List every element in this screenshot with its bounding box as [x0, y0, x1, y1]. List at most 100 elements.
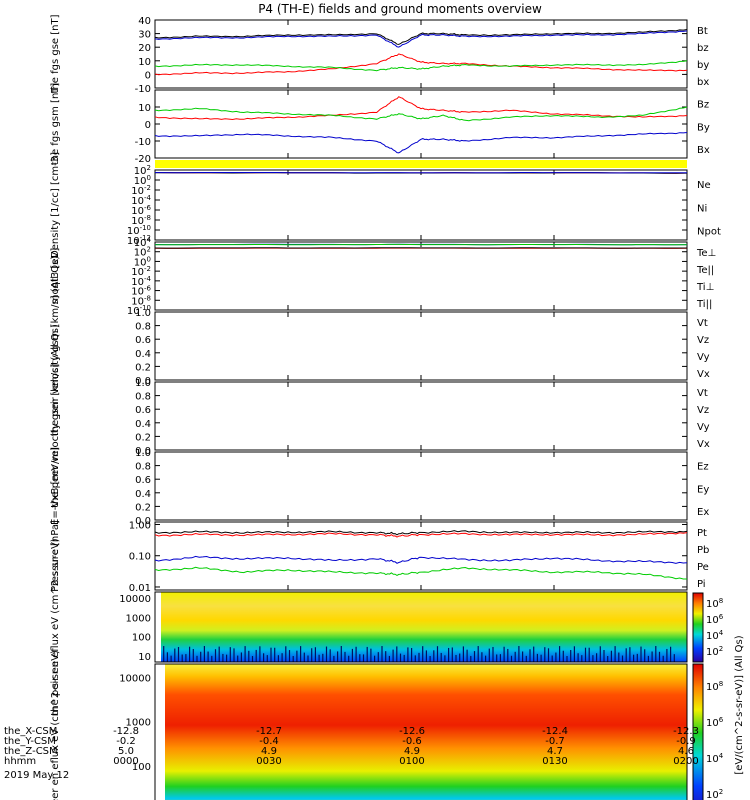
y-tick-label: 0.2 [135, 362, 151, 373]
y-tick-label: 0.6 [135, 475, 151, 486]
legend-ey: Ey [697, 484, 709, 495]
panel-frame [154, 169, 688, 241]
y-tick-label: 0.8 [135, 462, 151, 473]
y-tick-label: 10-2 [131, 184, 151, 197]
y-tick-label: 1.0 [135, 378, 151, 389]
y-tick-label: 10-10 [127, 224, 151, 237]
footer-value: -12.3 [673, 726, 699, 737]
footer-row-label: hhmm [4, 756, 36, 767]
colorbar-tick-label: 108 [706, 597, 723, 610]
footer-value: 0030 [256, 756, 281, 767]
y-tick-label: 0.8 [135, 392, 151, 403]
footer-value: 0130 [542, 756, 567, 767]
y-tick-label: 102 [134, 164, 151, 177]
legend-bz: Bz [697, 100, 709, 111]
panel-frame [154, 89, 688, 159]
colorbar-bottom [692, 663, 704, 800]
colorbar-tick-label: 106 [706, 716, 724, 729]
footer-row-label: the_Z-CSM [4, 746, 58, 757]
footer-value: 5.0 [118, 746, 134, 757]
legend-ni: Ni [697, 203, 707, 214]
y-axis-label: Density [1/cc] [cm-3] [50, 152, 61, 258]
footer-value: 4.9 [404, 746, 420, 757]
y-tick-label: 0.4 [135, 489, 151, 500]
colorbar-label: [eV/(cm^2-s-sr-eV)] (All Qs) [734, 635, 745, 774]
legend-pb: Pb [697, 545, 709, 556]
panel-frame [154, 241, 688, 311]
y-tick-label: 102 [134, 246, 151, 259]
legend-ne: Ne [697, 180, 711, 191]
legend-pt: Pt [697, 528, 707, 539]
spectrogram-gap [155, 664, 165, 800]
footer-value: 0000 [113, 756, 138, 767]
y-axis-label: moqt3 [eV] [50, 248, 61, 305]
y-tick-label: 10 [138, 103, 151, 114]
legend-pi: Pi [697, 579, 706, 590]
y-tick-label: 0.0 [135, 446, 151, 457]
spectrogram-gap [155, 592, 161, 662]
series-by-line [154, 106, 688, 122]
y-axis-label: E=-VxB [mV/m] [50, 447, 61, 525]
panel-5: 1.0 0.8 0.6 0.4 0.2 0.0 the peir velocity gsm … [50, 256, 688, 437]
series-bz-line [154, 96, 688, 121]
footer-value: -0.4 [259, 736, 279, 747]
panel-2: 10 0 -10 -20 the fgs gsm [nT] [50, 83, 688, 165]
series-pb-line [154, 532, 688, 538]
y-tick-label: 10-12 [127, 234, 151, 247]
y-tick-label: 10-2 [131, 265, 151, 278]
footer-value: -0.2 [116, 736, 136, 747]
y-tick-label: 0.6 [135, 335, 151, 346]
legend-bz: bz [697, 43, 709, 54]
footer-value: -12.6 [399, 726, 425, 737]
legend-vz: Vz [697, 405, 709, 416]
y-tick-label: 10 [138, 652, 151, 663]
y-axis-label: the peir velocity gsm [km/s] (All Qs) [50, 256, 61, 437]
legend-vt: Vt [697, 318, 708, 329]
y-tick-label: 0.4 [135, 419, 151, 430]
status-bar [155, 160, 687, 168]
footer-value: 4.6 [678, 746, 694, 757]
y-tick-label: 30 [138, 30, 151, 41]
legend-bx: bx [697, 77, 709, 88]
legend-by: By [697, 122, 710, 133]
y-axis-label: the peir en eflux eV (cm^2-s-sr-eV) [50, 538, 61, 715]
y-tick-label: 0.0 [135, 516, 151, 527]
footer-value: 0200 [673, 756, 698, 767]
legend-ti: Ti|| [696, 299, 712, 310]
y-tick-label: 0 [145, 120, 151, 131]
legend-vz: Vz [697, 335, 709, 346]
panel-frame [154, 311, 688, 381]
y-tick-label: 0.2 [135, 502, 151, 513]
series-bz-line [154, 53, 688, 76]
y-tick-label: 1.0 [135, 448, 151, 459]
series-bt-line [154, 29, 688, 45]
colorbar-tick-label: 102 [706, 788, 723, 800]
y-tick-label: 10 [138, 57, 151, 68]
colorbar-tick-label: 108 [706, 680, 723, 693]
y-axis-label: the peer en eflux eV (cm^2-s-sr-eV) [50, 650, 61, 800]
colorbar-tick-label: 104 [706, 752, 724, 765]
legend-te: Te|| [696, 265, 714, 276]
panel-7: 1.0 0.8 0.6 0.4 0.2 0.0 E=-VxB [mV/m] [50, 447, 688, 527]
footer-value: -0.7 [545, 736, 565, 747]
footer-value: -12.7 [256, 726, 282, 737]
y-axis-label: Pressure [nPa] [50, 520, 61, 592]
panel-1: 40 30 20 10 0 -10 the fgs gse [nT] [50, 14, 688, 95]
panel-frame [154, 663, 688, 800]
y-tick-label: 100 [132, 633, 151, 644]
spectrogram-fill [157, 664, 687, 800]
footer-value: 0100 [399, 756, 424, 767]
y-tick-label: 1.0 [135, 308, 151, 319]
legend-te: Te⊥ [696, 248, 716, 259]
y-tick-label: 10-4 [131, 194, 151, 207]
panel-6: 1.0 0.8 0.6 0.4 0.2 0.0 the peer velocity gsm … [50, 324, 688, 508]
y-tick-label: 10-10 [127, 304, 151, 317]
colorbar-tick-label: 104 [706, 629, 724, 642]
y-tick-label: 104 [134, 236, 152, 249]
figure-title: P4 (TH-E) fields and ground moments over… [258, 2, 542, 16]
y-tick-label: 10-6 [131, 285, 151, 298]
legend-vt: Vt [697, 388, 708, 399]
legend-by: by [697, 60, 709, 71]
